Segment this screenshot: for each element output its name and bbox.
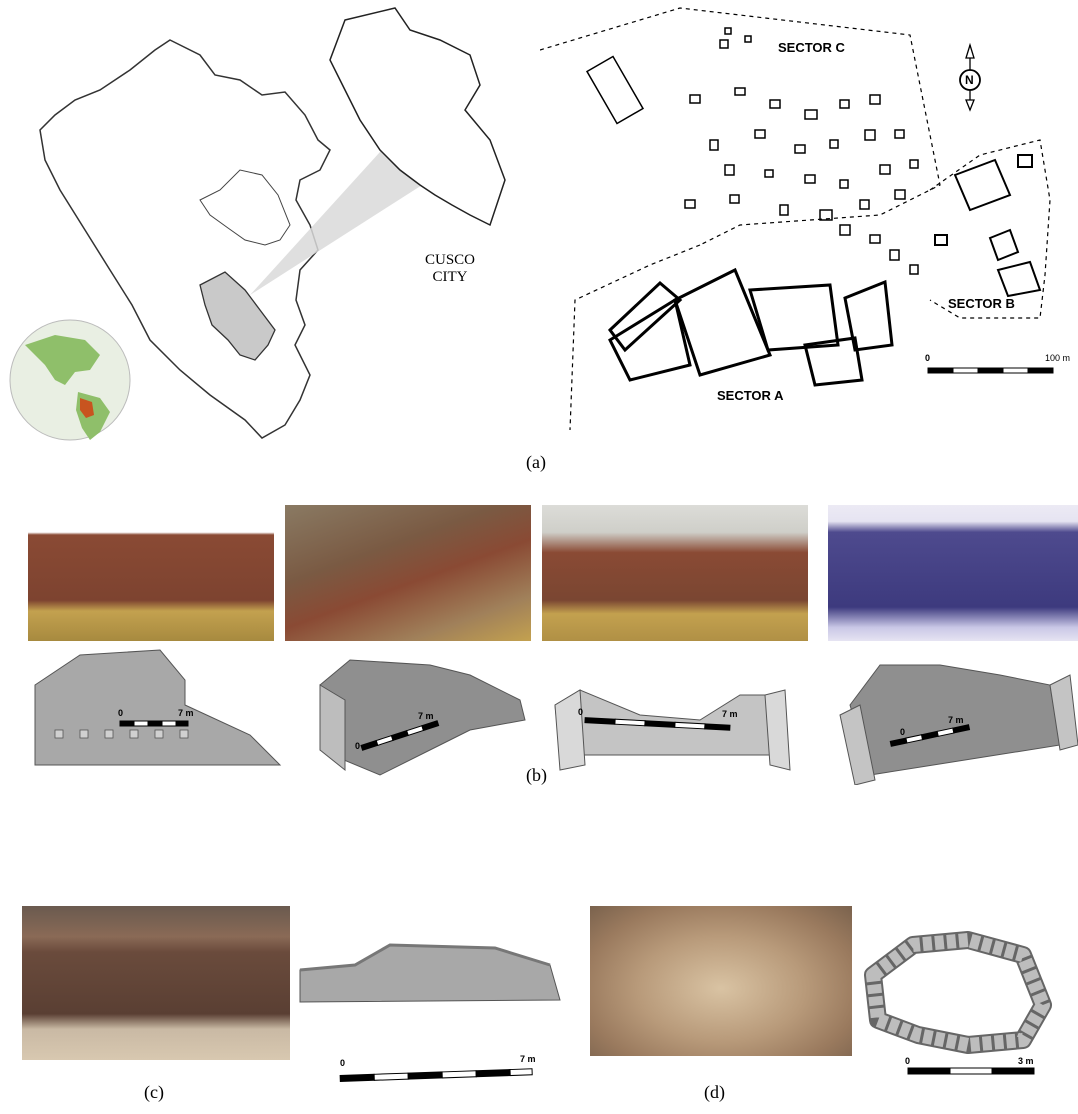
caption-d: (d) xyxy=(704,1082,725,1102)
globe-north-america xyxy=(25,335,100,385)
north-label: N xyxy=(965,73,974,87)
wall-photo-c xyxy=(22,906,290,1060)
scale-c-max: 7 m xyxy=(520,1054,536,1064)
caption-a: (a) xyxy=(526,452,546,472)
panel-d: 0 3 m (d) xyxy=(580,900,1078,1114)
peru-inner-border xyxy=(199,169,291,246)
scale-b1-zero: 0 xyxy=(118,708,124,718)
peru-map xyxy=(9,7,506,441)
scale-c-zero: 0 xyxy=(340,1058,346,1068)
scale-bar-c xyxy=(339,1068,533,1083)
cusco-label-line2: CITY xyxy=(432,269,468,285)
sector-b-buildings xyxy=(934,154,1042,298)
sector-c-label: SECTOR C xyxy=(778,40,845,55)
sector-b-boundary xyxy=(929,139,1051,319)
scale-b3-zero: 0 xyxy=(578,707,584,717)
panel-b: 0 7 m 0 7 m 0 7 m 0 7 m (b) xyxy=(0,495,1078,795)
north-arrow xyxy=(959,42,981,112)
wall-photo-3 xyxy=(542,505,808,641)
sector-a-boundary xyxy=(569,244,701,431)
scale-b4-max: 7 m xyxy=(948,715,964,725)
zoom-wedge xyxy=(250,130,430,295)
sector-a-label: SECTOR A xyxy=(717,388,784,403)
wall-model-1 xyxy=(34,649,282,766)
wall-photo-d xyxy=(590,906,852,1056)
foundation-model-d xyxy=(864,931,1052,1054)
wall-models xyxy=(34,649,1078,785)
globe-peru xyxy=(80,398,94,418)
scale-bar-b4 xyxy=(889,724,971,747)
wall-model-4 xyxy=(839,664,1078,785)
scale-d-max: 3 m xyxy=(1018,1056,1034,1066)
building-footprints xyxy=(585,27,919,275)
scale-b2-zero: 0 xyxy=(355,741,361,751)
scale-b2-max: 7 m xyxy=(418,711,434,721)
scale-b3-max: 7 m xyxy=(722,709,738,719)
scale-d-zero: 0 xyxy=(905,1056,911,1066)
sector-a-enclosures xyxy=(607,267,894,387)
panel-b-scale-bars xyxy=(119,717,971,751)
wall-photo-1 xyxy=(28,505,274,641)
scale-bar-d xyxy=(907,1067,1035,1075)
panel-a: CUSCO CITY xyxy=(0,0,1078,480)
scale-bar-b1 xyxy=(119,720,189,727)
plan-scale-max: 100 m xyxy=(1045,353,1071,363)
caption-c: (c) xyxy=(144,1082,164,1102)
wall-photo-4 xyxy=(828,505,1078,641)
scale-b1-max: 7 m xyxy=(178,708,194,718)
sector-c-boundary xyxy=(540,7,941,246)
wall-photo-2 xyxy=(285,505,531,641)
plan-scale-zero: 0 xyxy=(925,353,931,363)
plan-scale-bar xyxy=(927,367,1054,374)
sector-b-label: SECTOR B xyxy=(948,296,1015,311)
cusco-region xyxy=(199,271,276,361)
cusco-label-line1: CUSCO xyxy=(424,252,476,268)
scale-b4-zero: 0 xyxy=(900,727,906,737)
caption-b: (b) xyxy=(526,765,547,785)
wall-model-c xyxy=(299,943,561,1003)
site-plan xyxy=(540,7,1054,431)
cusco-zoom-outline xyxy=(329,7,506,227)
cusco-city-label: CUSCO CITY xyxy=(405,252,495,286)
scale-bar-b2 xyxy=(360,720,440,751)
scale-bar-b3 xyxy=(584,717,731,731)
panel-c: 0 7 m (c) xyxy=(0,900,580,1114)
